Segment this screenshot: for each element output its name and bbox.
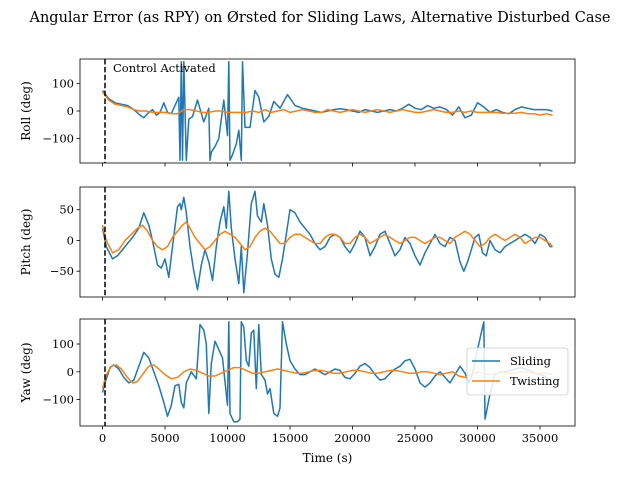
y-tick-label: 100 — [52, 77, 74, 91]
y-tick-label: −100 — [42, 131, 74, 145]
x-tick-label: 5000 — [150, 431, 179, 445]
x-axis-label: Time (s) — [303, 451, 353, 465]
legend-label-twisting: Twisting — [510, 374, 560, 388]
y-axis-label: Yaw (deg) — [19, 342, 33, 403]
y-tick-label: 50 — [59, 203, 74, 217]
x-tick-label: 20000 — [334, 431, 371, 445]
y-tick-label: 0 — [67, 365, 74, 379]
plot-frame — [79, 318, 576, 427]
x-tick-label: 35000 — [522, 431, 559, 445]
legend-label-sliding: Sliding — [510, 354, 552, 368]
series-line-sliding — [101, 190, 553, 294]
series-line-twisting — [101, 91, 553, 116]
subplot-3: 0 5000 10000 15000 20000 25000 30000 35000 −100 0… — [19, 318, 576, 465]
y-tick-label: 100 — [52, 337, 74, 351]
series-line-sliding — [101, 60, 553, 162]
x-tick-label: 15000 — [272, 431, 309, 445]
subplots: −100 0 100 Roll (deg) Control Activated −50 0 5… — [19, 58, 576, 465]
plot-frame — [79, 186, 576, 298]
y-tick-label: −50 — [50, 264, 74, 278]
x-tick-label: 0 — [99, 431, 106, 445]
y-tick-label: 0 — [67, 233, 74, 247]
series-line-twisting — [101, 221, 554, 254]
subplot-2: −50 0 50 Pitch (deg) — [19, 186, 576, 301]
subplot-1: −100 0 100 Roll (deg) Control Activated — [19, 58, 576, 167]
x-tick-label: 30000 — [459, 431, 496, 445]
y-axis-label: Pitch (deg) — [19, 209, 33, 276]
y-tick-label: 0 — [67, 104, 74, 118]
x-tick-label: 10000 — [209, 431, 246, 445]
control-activated-label: Control Activated — [113, 61, 216, 75]
figure-title: Angular Error (as RPY) on Ørsted for Sli… — [28, 10, 610, 26]
legend: Sliding Twisting — [466, 347, 569, 396]
y-axis-label: Roll (deg) — [19, 81, 33, 141]
y-tick-label: −100 — [42, 393, 74, 407]
x-tick-label: 25000 — [397, 431, 434, 445]
legend-box — [466, 347, 569, 396]
